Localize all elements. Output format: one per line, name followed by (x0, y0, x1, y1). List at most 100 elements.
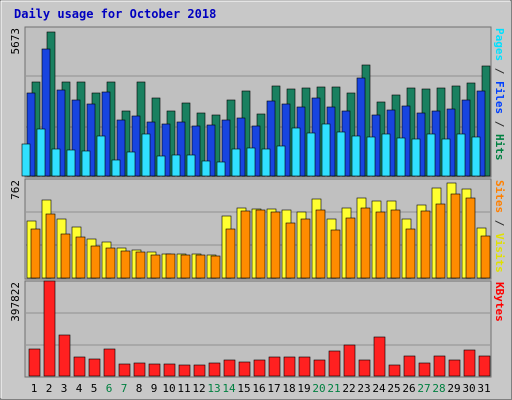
hits_files_pages-files-bar-23 (356, 77, 366, 177)
kbytes-kbytes-bar-24 (373, 336, 386, 377)
legend-sep-1: / (493, 68, 506, 75)
kbytes-kbytes-bar-28 (433, 355, 446, 377)
visits_sites-sites-bar-23 (360, 207, 371, 279)
visits_sites-sites-bar-22 (345, 217, 356, 279)
visits_sites-sites-bar-29 (450, 193, 461, 279)
hits_files_pages-files-bar-18 (281, 103, 291, 177)
hits_files_pages-pages-bar-10 (156, 155, 166, 177)
kbytes-kbytes-bar-16 (253, 359, 266, 377)
hits_files_pages-pages-bar-14 (216, 161, 226, 177)
x-tick-label: 22 (342, 382, 355, 395)
kbytes-kbytes-bar-22 (343, 344, 356, 377)
hits_files_pages-pages-bar-1 (21, 143, 31, 177)
kbytes-kbytes-bar-31 (478, 355, 491, 377)
x-tick-label: 24 (372, 382, 386, 395)
hits_files_pages-pages-bar-8 (126, 151, 136, 177)
kbytes-kbytes-bar-23 (358, 359, 371, 377)
visits_sites-sites-bar-27 (420, 210, 431, 279)
legend-files: Files (493, 81, 506, 114)
hits_files_pages-files-bar-17 (266, 100, 276, 177)
x-tick-label: 23 (357, 382, 370, 395)
visits_sites-sites-bar-12 (195, 254, 206, 279)
x-tick-label: 11 (177, 382, 190, 395)
kbytes-kbytes-bar-5 (88, 358, 101, 377)
visits_sites-sites-bar-9 (150, 254, 161, 279)
x-axis-ticks: 1 2 3 4 5 6 7 8 9 10 11 12 13 14 15 16 17 18 19 20 21 22 23 24 2… (31, 382, 491, 395)
kbytes-kbytes-bar-25 (388, 364, 401, 377)
x-tick-label: 31 (477, 382, 490, 395)
kbytes-kbytes-bar-7 (118, 363, 131, 377)
visits_sites-sites-bar-1 (30, 228, 41, 279)
visits_sites-sites-bar-5 (90, 245, 101, 279)
visits_sites-sites-bar-19 (300, 218, 311, 279)
x-tick-label: 10 (162, 382, 175, 395)
kbytes-kbytes-bar-4 (73, 356, 86, 377)
kbytes-kbytes-bar-27 (418, 362, 431, 377)
hits_files_pages-pages-bar-26 (396, 137, 406, 177)
visits_sites-sites-bar-25 (390, 209, 401, 279)
kbytes-kbytes-bar-20 (313, 359, 326, 377)
visits-panel-ymax: 762 (9, 180, 22, 200)
legend-hits: Hits (493, 134, 506, 161)
kbytes-kbytes-bar-8 (133, 362, 146, 377)
hits_files_pages-pages-bar-28 (426, 133, 436, 177)
kbytes-panel-legend: KBytes (493, 282, 506, 322)
hits_files_pages-files-bar-6 (101, 91, 111, 177)
visits_sites-sites-bar-20 (315, 209, 326, 279)
visits_sites-sites-bar-10 (165, 253, 176, 279)
kbytes-kbytes-bar-21 (328, 350, 341, 377)
legend-sep-2: / (493, 121, 506, 128)
hits_files_pages-pages-bar-5 (81, 150, 91, 177)
legend-sites: Sites (493, 180, 506, 213)
visits_sites-sites-bar-11 (180, 254, 191, 279)
legend-kbytes: KBytes (493, 282, 506, 322)
hits_files_pages-files-bar-11 (176, 121, 186, 177)
x-tick-label: 12 (192, 382, 205, 395)
visits_sites-sites-bar-7 (120, 250, 131, 279)
kbytes-kbytes-bar-26 (403, 355, 416, 377)
x-tick-label: 30 (462, 382, 475, 395)
kbytes-kbytes-bar-10 (163, 363, 176, 377)
hits_files_pages-files-bar-8 (131, 115, 141, 177)
visits_sites-sites-bar-6 (105, 247, 116, 279)
hits_files_pages-pages-bar-12 (186, 154, 196, 177)
visits_sites-sites-bar-28 (435, 203, 446, 279)
hits_files_pages-pages-bar-3 (51, 148, 61, 177)
hits_files_pages-files-bar-7 (116, 119, 126, 177)
x-tick-label: 29 (447, 382, 460, 395)
hits_files_pages-pages-bar-2 (36, 128, 46, 177)
hits_files_pages-pages-bar-30 (456, 133, 466, 177)
kbytes-kbytes-bar-14 (223, 359, 236, 377)
x-tick-label: 19 (297, 382, 310, 395)
kbytes-kbytes-bar-19 (298, 356, 311, 377)
visits_sites-sites-bar-17 (270, 211, 281, 279)
visits_sites-sites-bar-21 (330, 229, 341, 279)
visits_sites-sites-bar-4 (75, 236, 86, 279)
kbytes-kbytes-bar-6 (103, 348, 116, 377)
kbytes-kbytes-bar-11 (178, 364, 191, 377)
hits_files_pages-pages-bar-25 (381, 133, 391, 177)
x-tick-label: 14 (222, 382, 236, 395)
visits_sites-sites-bar-8 (135, 251, 146, 279)
visits_sites-sites-bar-16 (255, 209, 266, 279)
x-tick-label: 26 (402, 382, 415, 395)
hits_files_pages-pages-bar-9 (141, 133, 151, 177)
kbytes-kbytes-bar-18 (283, 356, 296, 377)
x-tick-label: 7 (121, 382, 128, 395)
x-tick-label: 16 (252, 382, 265, 395)
hits_files_pages-pages-bar-15 (231, 148, 241, 177)
legend-sep-3: / (493, 220, 506, 227)
hits_files_pages-pages-bar-4 (66, 149, 76, 177)
hits_files_pages-pages-bar-24 (366, 136, 376, 177)
hits-panel-legend: Pages / Files / Hits (493, 28, 506, 161)
hits_files_pages-pages-bar-7 (111, 159, 121, 177)
x-tick-label: 17 (267, 382, 280, 395)
kbytes-kbytes-bar-9 (148, 363, 161, 377)
hits_files_pages-files-bar-1 (26, 92, 36, 177)
hits_files_pages-files-bar-14 (221, 119, 231, 177)
kbytes-kbytes-bar-17 (268, 356, 281, 377)
kbytes-kbytes-bar-15 (238, 361, 251, 377)
hits_files_pages-files-bar-4 (71, 99, 81, 177)
kbytes-kbytes-bar-2 (43, 280, 56, 377)
hits_files_pages-pages-bar-22 (336, 131, 346, 177)
